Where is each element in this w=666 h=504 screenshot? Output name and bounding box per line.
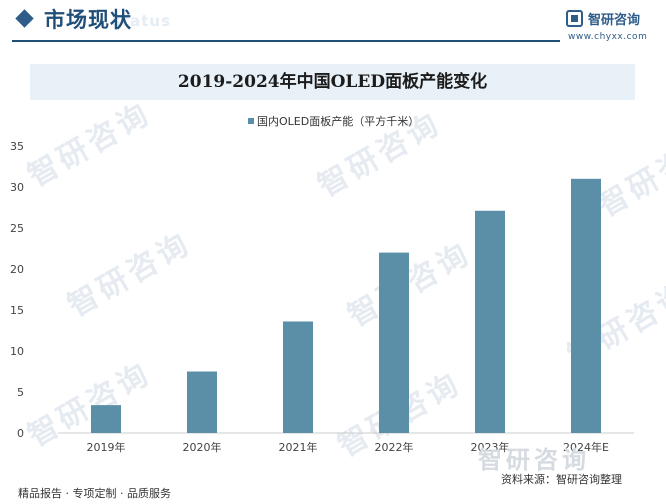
footer-logo: 智研咨询: [478, 446, 590, 474]
brand-logo: 智研咨询 www.chyxx.com: [566, 8, 656, 48]
x-tick-label: 2020年: [183, 440, 222, 454]
diamond-icon: [15, 9, 34, 28]
legend-label: 国内OLED面板产能（平方千米）: [257, 114, 419, 128]
bar: [379, 252, 409, 433]
y-tick-label: 5: [17, 386, 24, 399]
header-divider: [12, 40, 560, 42]
source-note: 资料来源：智研咨询整理: [501, 473, 622, 486]
bar: [283, 321, 313, 433]
x-tick-label: 2023年: [471, 440, 510, 454]
y-tick-label: 35: [10, 140, 24, 153]
x-tick-label: 2024年E: [563, 440, 609, 454]
y-tick-label: 10: [10, 345, 24, 358]
y-tick-label: 20: [10, 263, 24, 276]
section-ghost-text: status: [112, 12, 171, 30]
legend-swatch: [248, 118, 254, 124]
bar: [475, 210, 505, 433]
logo-url: www.chyxx.com: [568, 32, 648, 42]
x-tick-label: 2021年: [279, 440, 318, 454]
section-title: 市场现状: [44, 8, 132, 32]
page-header: status 市场现状 智研咨询 www.chyxx.com: [0, 0, 666, 46]
x-tick-label: 2019年: [87, 440, 126, 454]
bar-chart: 国内OLED面板产能（平方千米） 0 5 10 15 20 25 30 35 2019年 2020年…: [10, 114, 634, 454]
bar: [187, 371, 217, 433]
chart-title-band: 2019-2024年中国OLED面板产能变化: [30, 64, 635, 100]
chart-title: 2019-2024年中国OLED面板产能变化: [177, 72, 488, 92]
y-tick-label: 30: [10, 181, 24, 194]
logo-icon: [566, 10, 583, 27]
logo-name: 智研咨询: [588, 13, 641, 28]
x-tick-label: 2022年: [375, 440, 414, 454]
footer-tagline: 精品报告 · 专项定制 · 品质服务: [18, 487, 171, 500]
y-tick-label: 25: [10, 222, 24, 235]
y-tick-label: 0: [17, 427, 24, 440]
y-tick-label: 15: [10, 304, 24, 317]
bar: [571, 178, 601, 433]
bar: [91, 405, 121, 433]
